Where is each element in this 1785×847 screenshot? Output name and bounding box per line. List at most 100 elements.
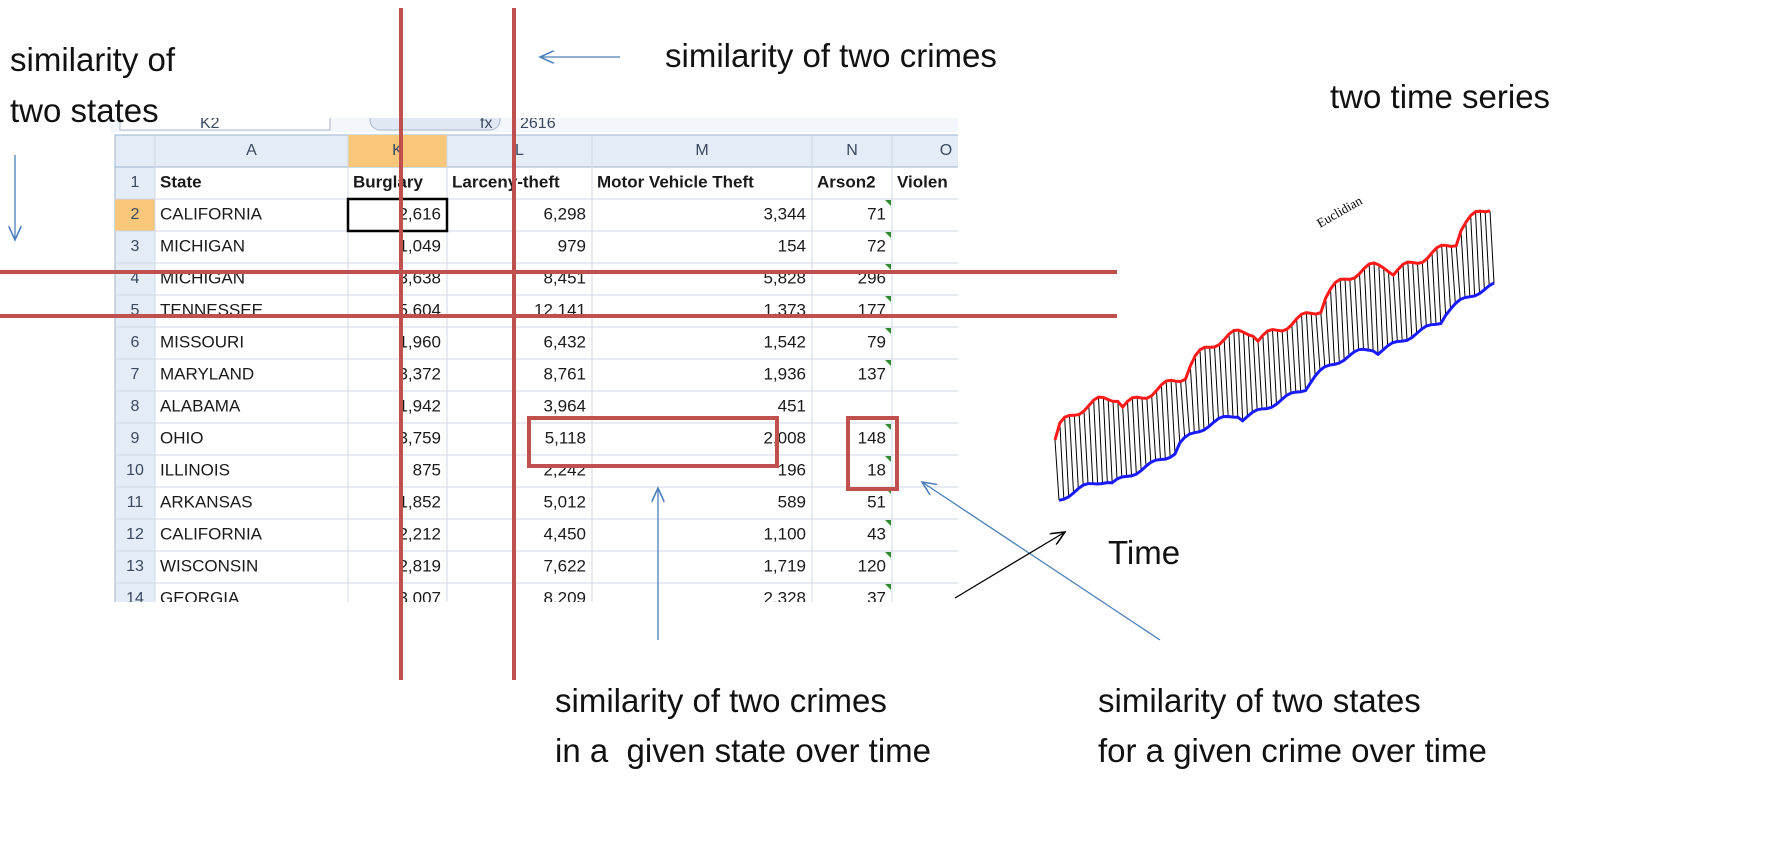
distance-line	[1471, 216, 1475, 296]
cell: 8,209	[543, 588, 586, 607]
distance-line	[1224, 340, 1228, 417]
cell: 2,008	[763, 428, 806, 447]
distance-line	[1128, 401, 1132, 476]
row-number: 7	[131, 366, 140, 383]
distance-line	[1142, 398, 1146, 466]
distance-line	[1123, 407, 1127, 476]
cell: 13	[975, 492, 994, 511]
distance-line	[1070, 415, 1074, 493]
cell: OHIO	[160, 428, 203, 447]
cell: 6,432	[543, 332, 586, 351]
distance-line	[1166, 381, 1170, 457]
cell: 43	[975, 364, 994, 383]
cell: MISSOURI	[160, 332, 244, 351]
cell: WISCONSIN	[160, 556, 258, 575]
cell: ILLINOIS	[160, 460, 230, 479]
distance-line	[1451, 246, 1455, 303]
cell: 2,616	[398, 204, 441, 223]
cell: 3,759	[398, 428, 441, 447]
row-number: 1	[131, 174, 140, 191]
row-number: 14	[126, 590, 144, 607]
distance-line	[1331, 289, 1335, 364]
distance-line	[1306, 313, 1310, 384]
distance-line	[1403, 264, 1407, 340]
time-series-diagram: Euclidian	[1055, 192, 1494, 500]
distance-line	[1408, 262, 1412, 338]
distance-line	[1335, 282, 1339, 363]
row-number: 2	[131, 206, 140, 223]
row-number: 3	[131, 238, 140, 255]
formula-icon: fx	[480, 115, 492, 132]
cell: 196	[778, 460, 806, 479]
distance-line	[1389, 272, 1393, 343]
row-number: 13	[126, 558, 144, 575]
distance-line	[1437, 248, 1441, 324]
distance-line	[1132, 398, 1136, 474]
row-number: 12	[126, 526, 144, 543]
distance-line	[1432, 253, 1436, 325]
cell: ALABAMA	[160, 396, 241, 415]
distance-line	[1345, 279, 1349, 356]
distance-line	[1137, 397, 1141, 470]
cell: 24	[975, 332, 994, 351]
cell: 5,118	[545, 428, 586, 447]
cell: 4,450	[543, 524, 586, 543]
distance-line	[1292, 325, 1296, 392]
distance-line	[1152, 396, 1156, 460]
column-header: L	[515, 142, 524, 159]
distance-line	[1427, 259, 1431, 325]
cell: 2,242	[543, 460, 586, 479]
cell: 3,964	[543, 396, 586, 415]
cell: 137	[858, 364, 886, 383]
distance-line	[1297, 319, 1301, 392]
distance-line	[1485, 212, 1489, 286]
distance-line	[1239, 330, 1243, 421]
distance-line	[1079, 414, 1083, 485]
cell: 26	[975, 588, 994, 607]
distance-line	[1190, 366, 1194, 433]
cell: 148	[858, 428, 886, 447]
row-number: 11	[127, 494, 144, 511]
row-number: 8	[131, 398, 140, 415]
column-header: A	[246, 142, 257, 159]
annotation: two time series	[1330, 78, 1550, 115]
distance-line	[1253, 336, 1257, 410]
distance-line	[1268, 331, 1272, 407]
distance-line	[1418, 263, 1422, 329]
cell: GEORGIA	[160, 588, 240, 607]
distance-line	[1393, 275, 1397, 341]
distance-line	[1234, 330, 1238, 417]
column-header: O	[940, 142, 952, 159]
distance-line	[1113, 401, 1117, 479]
distance-line	[1480, 211, 1484, 290]
distance-line	[1099, 397, 1103, 483]
cell: 120	[858, 556, 886, 575]
distance-line	[1171, 380, 1175, 454]
cell: 2,212	[398, 524, 441, 543]
distance-line	[1302, 314, 1306, 390]
cell: 37	[867, 588, 886, 607]
distance-line	[1103, 397, 1107, 482]
cell: 1,719	[763, 556, 806, 575]
distance-line	[1215, 347, 1219, 419]
distance-line	[1287, 329, 1291, 393]
distance-line	[1186, 379, 1190, 434]
distance-line	[1210, 347, 1214, 422]
distance-line	[1326, 298, 1330, 365]
row-number: 6	[131, 334, 140, 351]
distance-line	[1219, 345, 1223, 417]
cell: 72	[867, 236, 886, 255]
cell: 10	[975, 236, 994, 255]
distance-line	[1340, 279, 1344, 360]
distance-line	[1369, 264, 1373, 351]
distance-line	[1379, 265, 1383, 350]
annotation: for a given crime over time	[1098, 732, 1487, 769]
distance-line	[1364, 268, 1368, 350]
distance-line	[1195, 356, 1199, 432]
cell: MICHIGAN	[160, 236, 245, 255]
cell: 41	[975, 204, 994, 223]
cell: 26	[975, 428, 994, 447]
cell: Larceny-theft	[452, 172, 560, 191]
cell: 71	[867, 204, 886, 223]
